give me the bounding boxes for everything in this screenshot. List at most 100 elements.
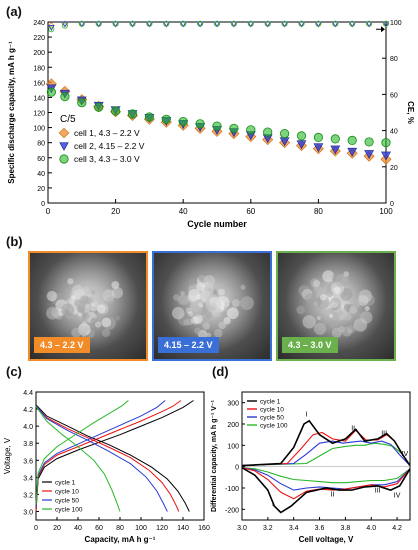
ce-point-circle bbox=[180, 20, 187, 27]
sem-grain bbox=[61, 303, 75, 317]
y2-tick-label-a: 20 bbox=[390, 165, 398, 172]
sem-grain bbox=[347, 325, 356, 334]
capacity-point-circle bbox=[178, 116, 188, 127]
ce-point-triangle-down bbox=[281, 21, 288, 28]
y-tick-label-a: 40 bbox=[37, 171, 45, 178]
ce-point-circle bbox=[129, 20, 136, 27]
x-tick-label-d: 3.0 bbox=[237, 525, 247, 532]
capacity-point-triangle-down bbox=[364, 150, 375, 159]
y2-tick-label-a: 60 bbox=[390, 92, 398, 99]
y-tick-label-c: 3.2 bbox=[23, 492, 33, 499]
x-tick-label-c: 160 bbox=[198, 525, 210, 532]
sem-grain bbox=[311, 311, 318, 318]
sem-grain bbox=[196, 282, 206, 292]
ce-point-circle bbox=[48, 26, 55, 33]
legend-label-cycle-10: cycle 10 bbox=[260, 407, 284, 414]
capacity-point-circle bbox=[246, 125, 256, 135]
sem-grain bbox=[180, 291, 185, 296]
sem-grain bbox=[214, 302, 222, 310]
sem-grain bbox=[81, 321, 87, 327]
peak-annotation: III bbox=[375, 487, 381, 494]
ce-point-triangle-down bbox=[95, 21, 102, 28]
y-axis-label-d: Differential capacity, mA h g⁻¹ V⁻¹ bbox=[211, 399, 218, 512]
discharge-curve-cycle-50 bbox=[35, 405, 168, 512]
ce-point-triangle-down bbox=[78, 21, 86, 28]
sem-grain bbox=[311, 290, 318, 296]
x-tick-label-c: 60 bbox=[95, 525, 103, 532]
peak-annotation: I bbox=[272, 501, 274, 508]
capacity-point-circle bbox=[263, 127, 273, 137]
sem-grain bbox=[67, 278, 74, 285]
sem-grain bbox=[335, 274, 348, 287]
x-tick-label-a: 20 bbox=[111, 207, 120, 216]
capacity-point-triangle-down bbox=[330, 145, 341, 155]
sem-grain bbox=[326, 284, 332, 290]
sem-grain bbox=[188, 278, 197, 286]
y2-tick-label-a: 80 bbox=[390, 56, 398, 63]
panel-label-c: (c) bbox=[6, 364, 22, 379]
sem-label-3: 4.3 – 3.0 V bbox=[282, 337, 338, 353]
ce-point-triangle-down bbox=[213, 21, 221, 28]
dqdv-discharge-cycle-1 bbox=[241, 467, 411, 514]
capacity-point-circle bbox=[144, 112, 154, 122]
legend-marker-circle bbox=[59, 154, 69, 164]
ce-point-circle bbox=[112, 20, 119, 27]
y-tick-label-a: 100 bbox=[33, 126, 45, 133]
sem-grain bbox=[115, 315, 120, 321]
ce-point-circle bbox=[95, 20, 102, 27]
sem-grain bbox=[101, 317, 112, 328]
legend-label-circle: cell 3, 4.3 – 3.0 V bbox=[74, 154, 140, 164]
legend-label-cycle-50: cycle 50 bbox=[55, 498, 79, 505]
sem-grain bbox=[46, 306, 59, 320]
y-tick-label-a: 180 bbox=[33, 65, 45, 72]
sem-grain bbox=[296, 305, 305, 315]
sem-grain bbox=[223, 317, 231, 325]
ce-point-triangle-down bbox=[146, 21, 153, 28]
legend-label-cycle-100: cycle 100 bbox=[55, 507, 83, 514]
sem-grain bbox=[208, 292, 215, 298]
sem-texture-2 bbox=[154, 253, 270, 359]
dqdv-charge-cycle-100 bbox=[241, 442, 411, 467]
sem-grain bbox=[334, 298, 340, 304]
sem-grain bbox=[111, 281, 120, 289]
capacity-point-circle bbox=[229, 123, 239, 133]
peak-annotation: II bbox=[351, 425, 355, 432]
sem-grain bbox=[322, 270, 335, 283]
ce-point-circle bbox=[332, 20, 339, 27]
capacity-point-circle bbox=[381, 138, 391, 148]
legend-label-cycle-1: cycle 1 bbox=[260, 399, 281, 406]
y-tick-label-d: -200 bbox=[225, 507, 239, 514]
sem-label-1: 4.3 – 2.2 V bbox=[34, 337, 90, 353]
capacity-point-circle bbox=[127, 109, 138, 119]
x-axis-label-a: Cycle number bbox=[187, 219, 247, 229]
sem-grain bbox=[240, 296, 254, 310]
ce-point-triangle-down bbox=[315, 21, 322, 28]
capacity-point-circle bbox=[94, 102, 104, 112]
dqdv-discharge-cycle-100 bbox=[241, 467, 411, 484]
capacity-point-triangle-down bbox=[381, 151, 391, 161]
capacity-point-circle bbox=[347, 135, 357, 146]
sem-grain bbox=[218, 321, 227, 330]
ce-point-triangle-down bbox=[298, 21, 305, 28]
ce-point-circle bbox=[298, 20, 305, 27]
y-tick-label-c: 3.4 bbox=[23, 475, 33, 482]
peak-annotation: III bbox=[381, 431, 387, 438]
y-tick-label-a: 80 bbox=[37, 141, 45, 148]
chart-voltage-vs-capacity: 0 20 40 60 80 100 120 140 160 3.0 3.2 3.4 3.6 3.8 4.0 4… bbox=[3, 390, 210, 544]
y-tick-label-a: 20 bbox=[37, 186, 45, 193]
sem-grain bbox=[85, 303, 90, 309]
y-tick-label-a: 160 bbox=[33, 80, 45, 87]
ce-point-diamond bbox=[48, 22, 55, 29]
x-tick-label-d: 3.4 bbox=[289, 525, 299, 532]
capacity-point-circle bbox=[330, 134, 340, 144]
sem-grain bbox=[358, 289, 372, 303]
legend-label-cycle-1: cycle 1 bbox=[55, 480, 76, 487]
sem-grain bbox=[46, 290, 58, 302]
discharge-curve-cycle-100 bbox=[35, 406, 121, 512]
ce-point-circle bbox=[163, 20, 170, 27]
ce-point-triangle-down bbox=[247, 21, 255, 28]
sem-grain bbox=[74, 299, 82, 307]
sem-grain bbox=[82, 333, 87, 338]
sem-grain bbox=[90, 290, 96, 295]
panel-label-d: (d) bbox=[212, 364, 229, 379]
